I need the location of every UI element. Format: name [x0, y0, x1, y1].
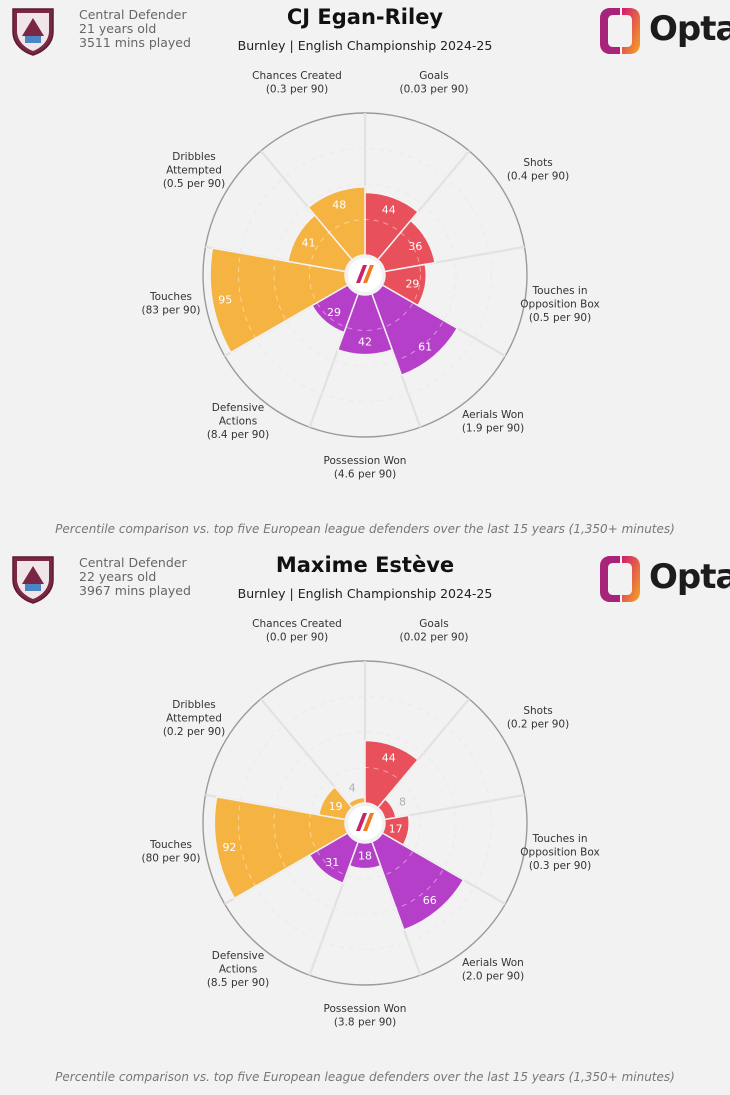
- value-label: 92: [222, 841, 236, 854]
- player-age: 22 years old: [79, 569, 157, 584]
- category-label: Dribbles Attempted (0.5 per 90): [163, 151, 225, 190]
- footnote: Percentile comparison vs. top five Europ…: [55, 522, 675, 536]
- category-label: Possession Won (3.8 per 90): [324, 1003, 407, 1029]
- value-label: 29: [327, 306, 341, 319]
- value-label: 44: [382, 752, 396, 765]
- player-name: Maxime Estève: [275, 553, 455, 577]
- category-label: Touches (83 per 90): [141, 291, 200, 317]
- category-label: Shots (0.4 per 90): [507, 157, 569, 183]
- radar-chart: 44 36 29 61 42 29 95 41 48 Goals (0.03 per 90) Shot…: [141, 70, 599, 481]
- bar-wedge: [307, 186, 366, 261]
- value-label: 61: [418, 341, 432, 354]
- percentile-ring-overlay: [309, 767, 421, 879]
- player-panel: Central Defender 21 years old 3511 mins …: [0, 0, 730, 547]
- percentile-ring-overlay: [238, 148, 492, 402]
- center-hub: [346, 256, 384, 294]
- player-panel: Central Defender 22 years old 3967 mins …: [0, 548, 730, 1095]
- value-label: 42: [358, 336, 372, 349]
- opta-logo: Opta: [596, 5, 730, 57]
- percentile-ring: [238, 696, 492, 950]
- footnote: Percentile comparison vs. top five Europ…: [55, 1070, 675, 1084]
- bar-wedge: [370, 831, 465, 931]
- bar-wedge: [209, 247, 349, 354]
- value-label: 66: [423, 894, 437, 907]
- category-label: Touches (80 per 90): [141, 839, 200, 865]
- player-name: CJ Egan-Riley: [286, 5, 444, 29]
- radar-chart: 44 8 17 66 18 31 92 19 4 Goals (0.02 per 90) Shots(…: [141, 618, 599, 1029]
- percentile-ring-overlay: [238, 696, 492, 950]
- bar-wedge: [336, 292, 394, 356]
- value-label: 41: [302, 236, 316, 249]
- percentile-ring-overlay: [309, 219, 421, 331]
- value-label: 29: [405, 277, 419, 290]
- bar-wedge: [213, 795, 349, 900]
- bar-wedge: [317, 785, 354, 821]
- opta-logo-icon: [600, 8, 640, 54]
- percentile-ring-overlay: [273, 183, 457, 367]
- value-label: 48: [332, 198, 346, 211]
- opta-mark-icon: [356, 265, 374, 283]
- bar-wedge: [308, 831, 360, 885]
- player-minutes: 3967 mins played: [79, 583, 191, 598]
- bar-wedge: [364, 191, 420, 261]
- opta-logo: Opta: [596, 553, 730, 605]
- burnley-crest-icon: [12, 8, 54, 56]
- percentile-ring: [238, 148, 492, 402]
- category-label: Possession Won (4.6 per 90): [324, 455, 407, 481]
- team-league: Burnley | English Championship 2024-25: [237, 38, 493, 53]
- value-label: 36: [408, 240, 422, 253]
- category-label: Defensive Actions (8.4 per 90): [207, 402, 269, 441]
- category-label: Chances Created (0.3 per 90): [252, 70, 342, 96]
- player-age: 21 years old: [79, 21, 157, 36]
- category-label: Aerials Won (2.0 per 90): [462, 957, 524, 983]
- player-info: Central Defender 22 years old 3967 mins …: [79, 556, 191, 598]
- opta-logo-text: Opta: [649, 557, 730, 597]
- value-label: 44: [382, 204, 396, 217]
- player-position: Central Defender: [79, 7, 187, 22]
- category-label: Aerials Won (1.9 per 90): [462, 409, 524, 435]
- category-label: Touches in Opposition Box (0.5 per 90): [520, 285, 599, 324]
- opta-mark-icon: [356, 813, 374, 831]
- bar-wedge: [287, 214, 354, 273]
- bar-wedge: [347, 796, 366, 809]
- opta-logo-icon: [600, 556, 640, 602]
- opta-logo-text: Opta: [649, 9, 730, 49]
- category-label: Touches in Opposition Box (0.3 per 90): [520, 833, 599, 872]
- category-label: Shots (0.2 per 90): [507, 705, 569, 731]
- bar-wedge: [370, 283, 459, 377]
- percentile-ring: [273, 731, 457, 915]
- category-label: Defensive Actions (8.5 per 90): [207, 950, 269, 989]
- category-label: Goals (0.03 per 90): [399, 70, 468, 96]
- player-minutes: 3511 mins played: [79, 35, 191, 50]
- team-league: Burnley | English Championship 2024-25: [237, 586, 493, 601]
- center-hub: [346, 804, 384, 842]
- value-label: 95: [218, 294, 232, 307]
- player-info: Central Defender 21 years old 3511 mins …: [79, 8, 191, 50]
- category-label: Chances Created (0.0 per 90): [252, 618, 342, 644]
- value-label: 17: [389, 822, 403, 835]
- value-label: 19: [329, 800, 343, 813]
- value-label: 31: [325, 856, 339, 869]
- bar-wedge: [364, 739, 420, 809]
- player-position: Central Defender: [79, 555, 187, 570]
- category-label: Dribbles Attempted (0.2 per 90): [163, 699, 225, 738]
- percentile-ring: [273, 183, 457, 367]
- bar-wedge: [310, 283, 360, 334]
- burnley-crest-icon: [12, 556, 54, 604]
- value-label: 18: [358, 850, 372, 863]
- bar-wedge: [376, 219, 436, 273]
- bar-wedge: [381, 263, 427, 307]
- value-label: 8: [399, 795, 406, 808]
- value-label: 4: [349, 782, 356, 795]
- percentile-ring-overlay: [273, 731, 457, 915]
- category-label: Goals (0.02 per 90): [399, 618, 468, 644]
